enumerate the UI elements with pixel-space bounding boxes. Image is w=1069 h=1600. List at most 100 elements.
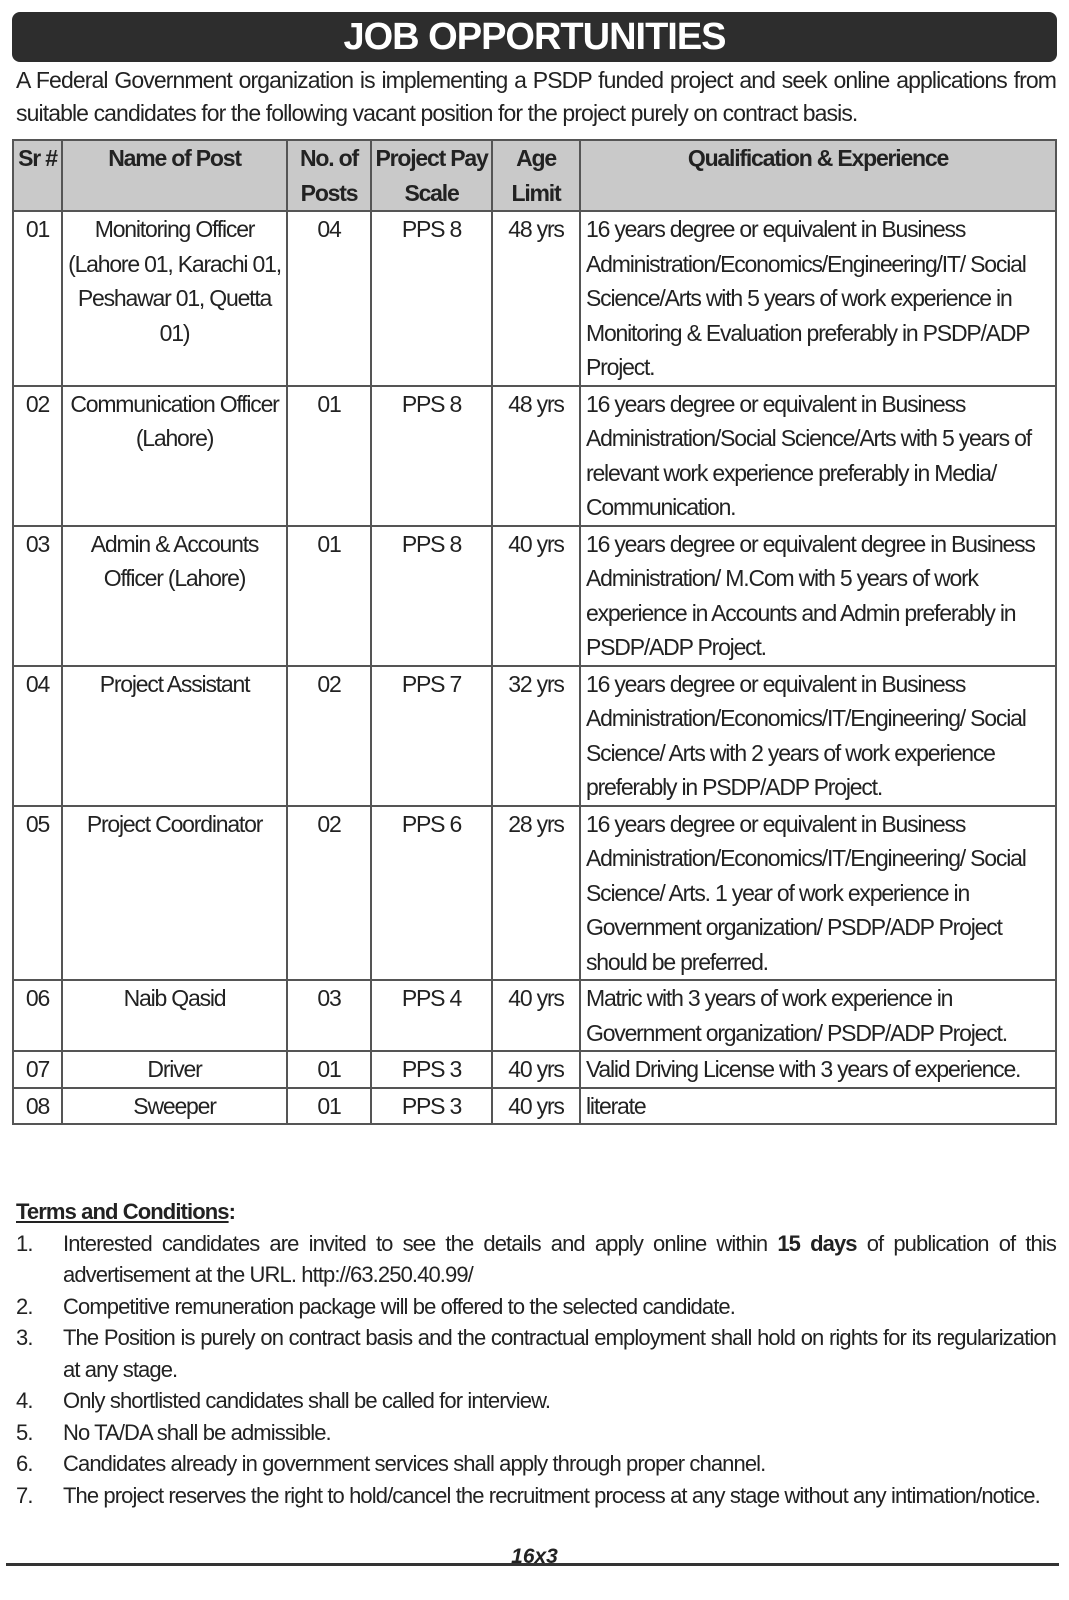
- term-text: Candidates already in government service…: [63, 1448, 1056, 1480]
- terms-list: 1. Interested candidates are invited to s…: [16, 1228, 1057, 1512]
- table-cell: 40 yrs: [491, 1050, 581, 1089]
- table-cell: PPS 3: [370, 1086, 493, 1125]
- term-number: 3.: [16, 1325, 33, 1350]
- term-item: 6. Candidates already in government servi…: [16, 1448, 1056, 1480]
- table-row: 08 Sweeper 01 PPS 3 40 yrs literate: [12, 1086, 1057, 1125]
- terms-colon: :: [228, 1199, 236, 1224]
- table-cell: 03: [12, 524, 63, 667]
- term-number: 5.: [16, 1419, 33, 1445]
- table-cell: 05: [12, 804, 63, 981]
- table-cell: Driver: [61, 1050, 288, 1089]
- table-cell: PPS 4: [370, 979, 493, 1052]
- table-cell: 16 years degree or equivalent in Busines…: [579, 664, 1057, 807]
- table-cell: literate: [579, 1086, 1057, 1125]
- term-number: 2.: [16, 1293, 33, 1319]
- term-number: 7.: [16, 1482, 33, 1508]
- table-row: 04 Project Assistant 02 PPS 7 32 yrs 16 years…: [12, 664, 1057, 807]
- table-cell: 16 years degree or equivalent degree in …: [579, 524, 1057, 667]
- column-header: Name of Post: [61, 139, 288, 212]
- terms-section: Terms and Conditions: 1. Interested candi…: [16, 1196, 1057, 1512]
- table-cell: 16 years degree or equivalent in Busines…: [579, 384, 1057, 527]
- table-cell: 07: [12, 1050, 63, 1089]
- table-cell: 08: [12, 1086, 63, 1125]
- table-cell: PPS 6: [370, 804, 493, 981]
- title-bar: JOB OPPORTUNITIES: [12, 12, 1057, 62]
- term-number: 6.: [16, 1451, 33, 1476]
- term-text: The Position is purely on contract basis…: [63, 1322, 1057, 1385]
- table-row: 05 Project Coordinator 02 PPS 6 28 yrs 16 yea…: [12, 804, 1057, 981]
- column-header: Age Limit: [491, 139, 581, 212]
- term-text-part: The project reserves the right to hold/c…: [63, 1482, 1041, 1508]
- table-cell: Admin & Accounts Officer (Lahore): [61, 524, 288, 667]
- header-row: Sr # Name of Post No. of Posts Project Pay …: [12, 139, 1057, 212]
- table-cell: 40 yrs: [491, 979, 581, 1052]
- term-text: Only shortlisted candidates shall be cal…: [63, 1385, 1056, 1417]
- table-cell: 48 yrs: [491, 210, 581, 387]
- term-text-part: Interested candidates are invited to see…: [63, 1230, 768, 1256]
- table-cell: PPS 8: [370, 524, 493, 667]
- table-cell: 04: [12, 664, 63, 807]
- term-item: 3. The Position is purely on contract bas…: [16, 1322, 1057, 1385]
- table-cell: Monitoring Officer (Lahore 01, Karachi 0…: [61, 210, 288, 387]
- table-cell: PPS 3: [370, 1050, 493, 1089]
- intro-text: A Federal Government organization is imp…: [16, 67, 1057, 126]
- table-cell: 01: [286, 1086, 372, 1125]
- term-item: 2. Competitive remuneration package will …: [16, 1291, 1056, 1323]
- term-text: Competitive remuneration package will be…: [63, 1291, 1056, 1323]
- table-cell: 01: [286, 524, 372, 667]
- table-row: 07 Driver 01 PPS 3 40 yrs Valid Driving Licen…: [12, 1050, 1057, 1089]
- term-text-part: No TA/DA shall be admissible.: [63, 1419, 332, 1445]
- ad-size: 16x3: [511, 1545, 558, 1568]
- table-cell: 04: [286, 210, 372, 387]
- table-cell: 02: [12, 384, 63, 527]
- column-header: Qualification & Experience: [579, 139, 1057, 212]
- table-cell: Valid Driving License with 3 years of ex…: [579, 1050, 1057, 1089]
- table-cell: Naib Qasid: [61, 979, 288, 1052]
- table-cell: 16 years degree or equivalent in Busines…: [579, 210, 1057, 387]
- table-cell: Project Coordinator: [61, 804, 288, 981]
- term-text-part: Only shortlisted candidates shall be cal…: [63, 1388, 551, 1413]
- term-text: Interested candidates are invited to see…: [63, 1228, 1057, 1291]
- table-cell: 03: [286, 979, 372, 1052]
- term-number: 4.: [16, 1388, 33, 1413]
- term-text: The project reserves the right to hold/c…: [63, 1480, 1056, 1512]
- table-cell: 02: [286, 804, 372, 981]
- table-cell: PPS 7: [370, 664, 493, 807]
- term-item: 7. The project reserves the right to hold…: [16, 1480, 1056, 1512]
- table-cell: Matric with 3 years of work experience i…: [579, 979, 1057, 1052]
- table-row: 01 Monitoring Officer (Lahore 01, Karachi…: [12, 210, 1057, 387]
- table-cell: 40 yrs: [491, 1086, 581, 1125]
- term-item: 4. Only shortlisted candidates shall be c…: [16, 1385, 1056, 1417]
- table-cell: Sweeper: [61, 1086, 288, 1125]
- table-cell: 01: [12, 210, 63, 387]
- table-cell: 32 yrs: [491, 664, 581, 807]
- term-number: 1.: [16, 1230, 33, 1256]
- table-cell: PPS 8: [370, 210, 493, 387]
- terms-title: Terms and Conditions: [16, 1199, 230, 1224]
- page-frame: [6, 6, 1059, 1566]
- table-cell: Project Assistant: [61, 664, 288, 807]
- table-cell: 06: [12, 979, 63, 1052]
- table-row: 06 Naib Qasid 03 PPS 4 40 yrs Matric with 3 y…: [12, 979, 1057, 1052]
- table-cell: 01: [286, 384, 372, 527]
- jobs-table: Sr # Name of Post No. of Posts Project Pay …: [12, 139, 1057, 1125]
- table-cell: 48 yrs: [491, 384, 581, 527]
- term-emphasis: 15 days: [777, 1230, 857, 1256]
- term-text-part: of publication of this advertisement at …: [63, 1230, 1057, 1288]
- table-cell: 01: [286, 1050, 372, 1089]
- table-cell: 28 yrs: [491, 804, 581, 981]
- table-cell: 02: [286, 664, 372, 807]
- table-row: 03 Admin & Accounts Officer (Lahore) 01 PPS…: [12, 524, 1057, 667]
- term-item: 1. Interested candidates are invited to s…: [16, 1228, 1057, 1291]
- terms-heading: Terms and Conditions:: [16, 1196, 1056, 1228]
- column-header: No. of Posts: [286, 139, 372, 212]
- column-header: Project Pay Scale: [370, 139, 493, 212]
- term-item: 5. No TA/DA shall be admissible.: [16, 1417, 1056, 1449]
- table-cell: Communication Officer (Lahore): [61, 384, 288, 527]
- table-body: 01 Monitoring Officer (Lahore 01, Karachi…: [12, 210, 1057, 1125]
- term-text: No TA/DA shall be admissible.: [63, 1417, 1056, 1449]
- table-cell: 40 yrs: [491, 524, 581, 667]
- column-header: Sr #: [12, 139, 63, 212]
